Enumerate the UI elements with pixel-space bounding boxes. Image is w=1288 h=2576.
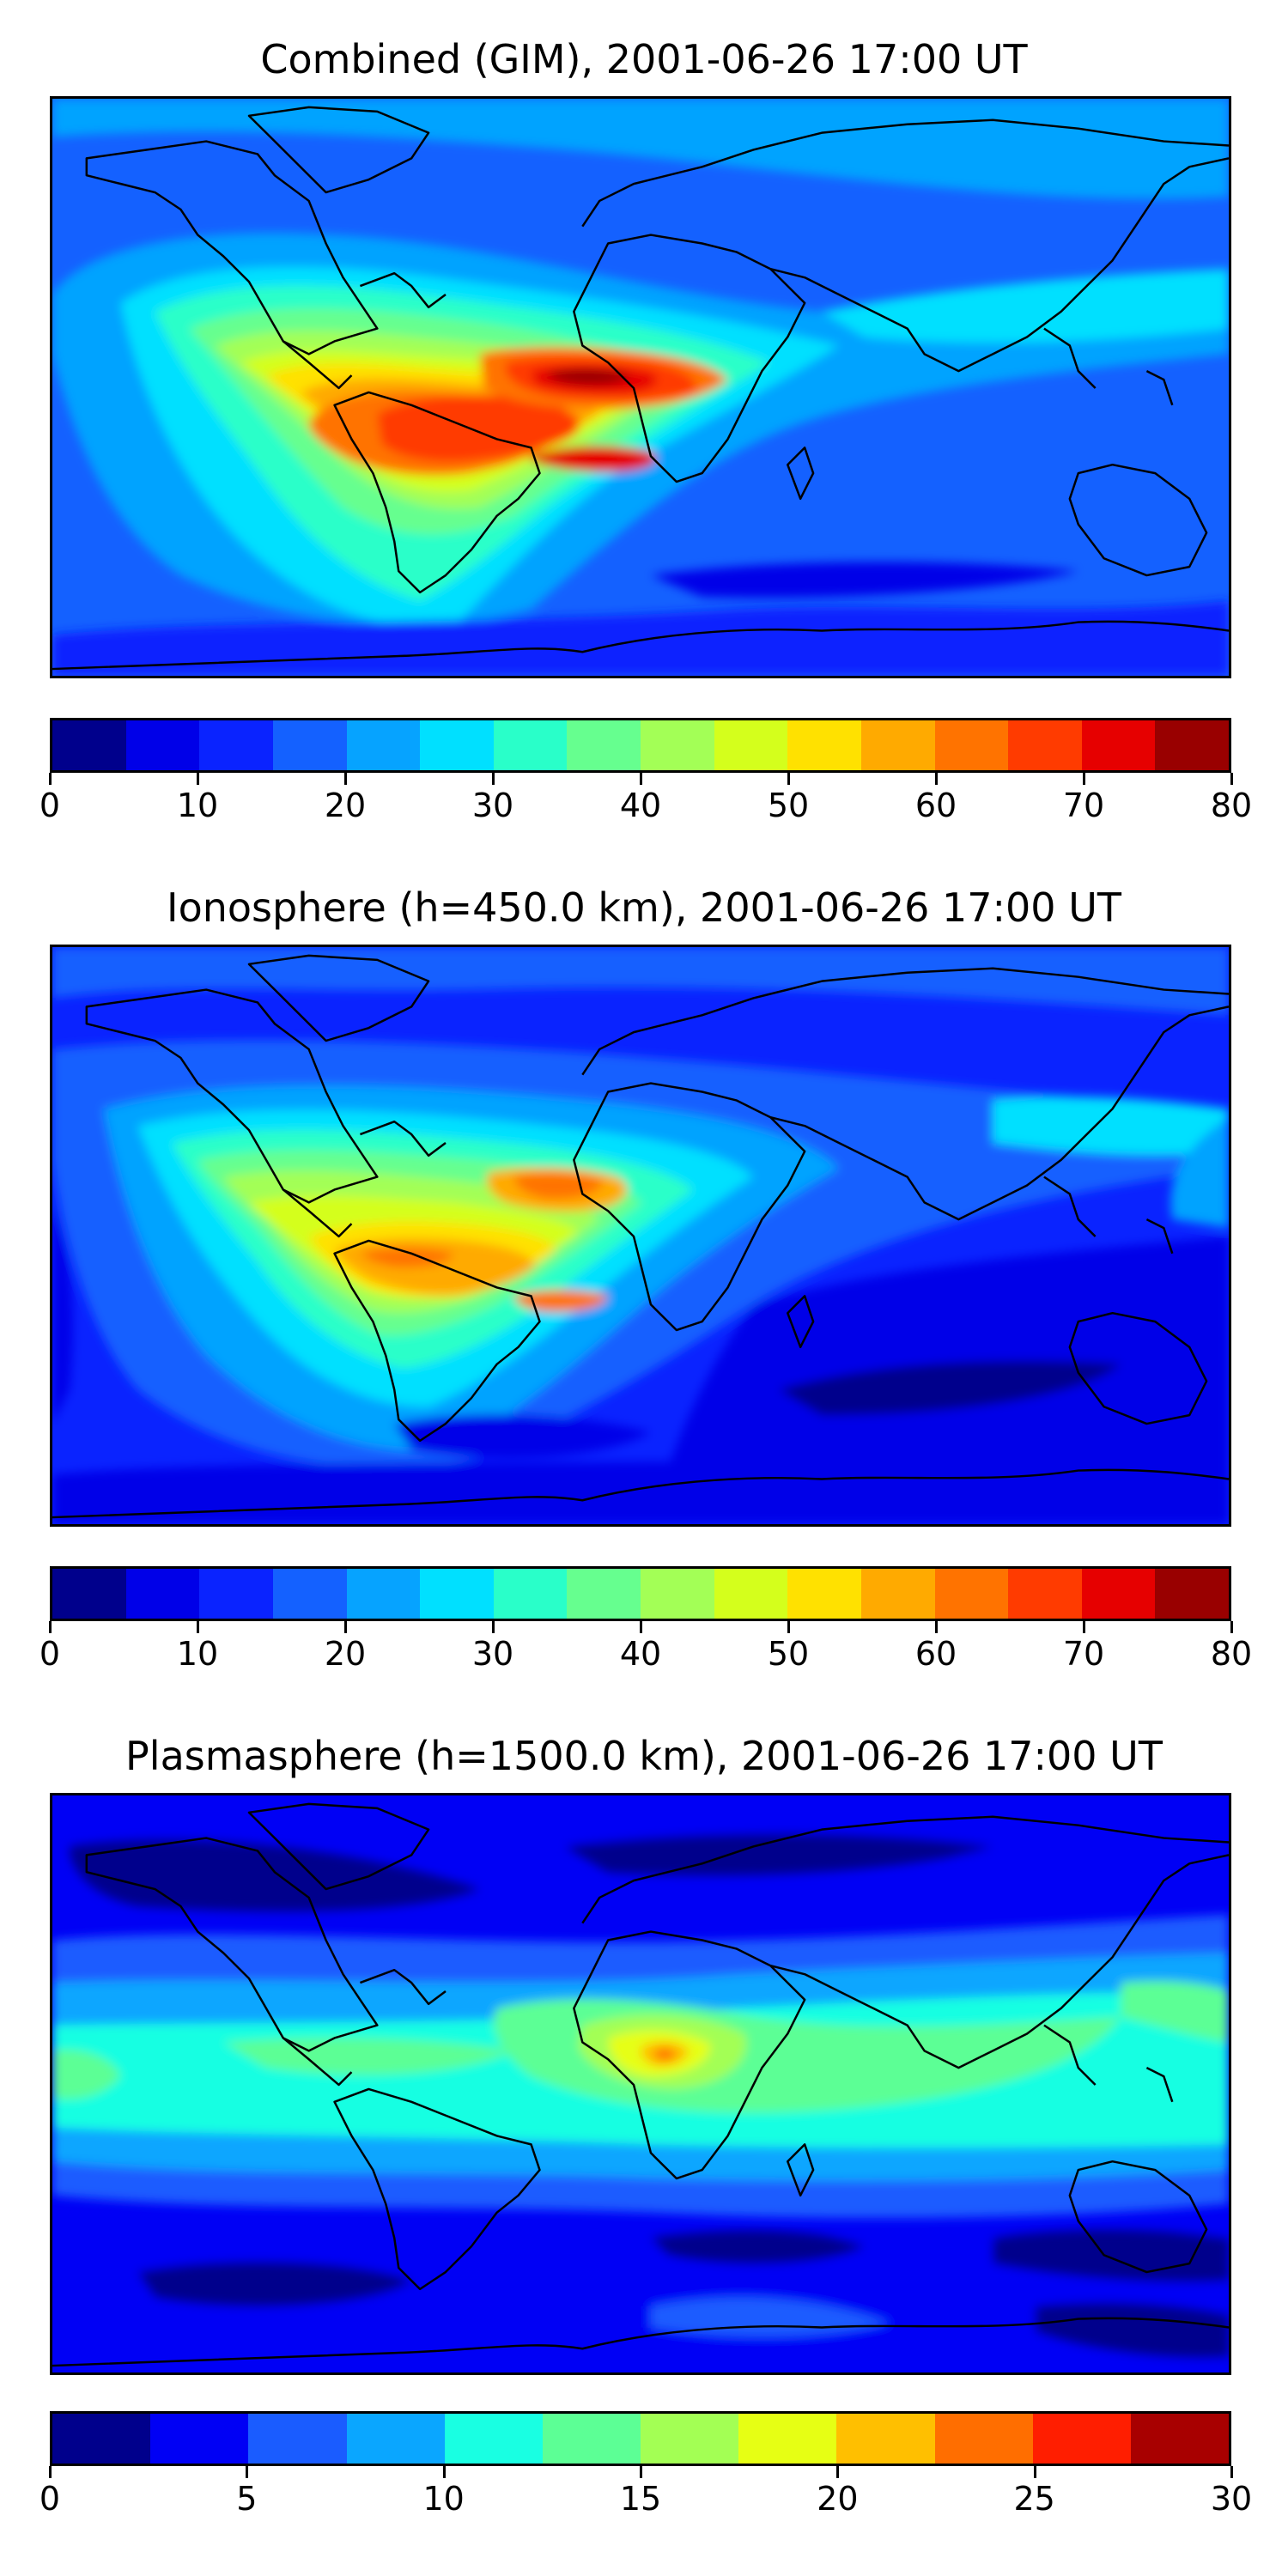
colorbar-swatch	[52, 2414, 151, 2464]
colorbar-swatch	[1008, 720, 1082, 770]
colorbar-tick-label: 70	[1062, 1635, 1105, 1673]
colorbar-swatch	[1032, 2414, 1131, 2464]
colorbar-swatch	[641, 2414, 739, 2464]
colorbar-swatch	[934, 2414, 1033, 2464]
colorbar-swatch	[1130, 2414, 1230, 2464]
colorbar-swatch	[934, 1569, 1009, 1619]
colorbar-swatch	[199, 1569, 273, 1619]
colorbar-tick-label: 25	[1013, 2480, 1055, 2518]
colorbar-swatch	[787, 720, 861, 770]
panel-title: Ionosphere (h=450.0 km), 2001-06-26 17:0…	[167, 884, 1121, 931]
colorbar-tick-label: 30	[471, 787, 514, 824]
colorbar-tick-label: 10	[176, 1635, 219, 1673]
panel-title: Plasmasphere (h=1500.0 km), 2001-06-26 1…	[125, 1733, 1163, 1779]
colorbar-swatch	[641, 720, 714, 770]
colorbar-swatch	[52, 1569, 126, 1619]
colorbar-tick-label: 70	[1062, 787, 1105, 824]
colorbar-swatch	[1155, 1569, 1229, 1619]
colorbar-swatch	[738, 2414, 837, 2464]
tec-map-plasmasphere	[50, 1793, 1231, 2375]
colorbar-tick-label: 5	[236, 2480, 258, 2518]
colorbar-tick-label: 50	[767, 787, 810, 824]
colorbar-tick-label: 40	[619, 787, 662, 824]
colorbar-swatch	[125, 720, 200, 770]
colorbar-swatch	[860, 1569, 935, 1619]
colorbar-tick-label: 10	[176, 787, 219, 824]
colorbar-swatch	[836, 2414, 935, 2464]
colorbar-swatch	[248, 2414, 347, 2464]
colorbar-tick-label: 40	[619, 1635, 662, 1673]
colorbar-ionosphere	[50, 1566, 1231, 1621]
colorbar-tick-label: 80	[1210, 1635, 1253, 1673]
colorbar-tick-label: 20	[817, 2480, 859, 2518]
colorbar-swatch	[641, 1569, 714, 1619]
colorbar-swatch	[787, 1569, 861, 1619]
panel-title: Combined (GIM), 2001-06-26 17:00 UT	[260, 36, 1028, 82]
colorbar-swatch	[493, 1569, 568, 1619]
colorbar-swatch	[714, 1569, 788, 1619]
colorbar-tick-label: 0	[39, 2480, 61, 2518]
colorbar-combined	[50, 718, 1231, 773]
colorbar-tick-label: 0	[39, 1635, 61, 1673]
colorbar-tick-label: 10	[422, 2480, 465, 2518]
colorbar-swatch	[1155, 720, 1229, 770]
colorbar-swatch	[493, 720, 568, 770]
colorbar-swatch	[420, 1569, 494, 1619]
colorbar-swatch	[567, 720, 641, 770]
colorbar-swatch	[714, 720, 788, 770]
colorbar-swatch	[346, 1569, 421, 1619]
colorbar-plasmasphere	[50, 2411, 1231, 2466]
tec-map-combined	[50, 96, 1231, 678]
colorbar-tick-label: 30	[471, 1635, 514, 1673]
colorbar-ticks: 0 10 20 30 40 50 60 70 80	[39, 773, 1252, 824]
colorbar-swatch	[1081, 1569, 1156, 1619]
colorbar-swatch	[150, 2414, 249, 2464]
colorbar-tick-label: 80	[1210, 787, 1253, 824]
colorbar-tick-label: 20	[324, 1635, 367, 1673]
colorbar-swatch	[567, 1569, 641, 1619]
colorbar-ticks: 0 5 10 15 20 25 30	[39, 2466, 1252, 2518]
colorbar-tick-label: 15	[619, 2480, 662, 2518]
colorbar-swatch	[934, 720, 1009, 770]
colorbar-tick-label: 60	[914, 787, 957, 824]
colorbar-swatch	[199, 720, 273, 770]
colorbar-tick-label: 60	[914, 1635, 957, 1673]
colorbar-swatch	[444, 2414, 543, 2464]
colorbar-tick-label: 30	[1210, 2480, 1253, 2518]
colorbar-swatch	[52, 720, 126, 770]
colorbar-swatch	[125, 1569, 200, 1619]
colorbar-swatch	[272, 1569, 347, 1619]
colorbar-tick-label: 50	[767, 1635, 810, 1673]
colorbar-swatch	[860, 720, 935, 770]
colorbar-swatch	[1081, 720, 1156, 770]
colorbar-swatch	[420, 720, 494, 770]
colorbar-swatch	[1008, 1569, 1082, 1619]
colorbar-swatch	[346, 2414, 445, 2464]
colorbar-swatch	[542, 2414, 641, 2464]
colorbar-tick-label: 20	[324, 787, 367, 824]
colorbar-ticks: 0 10 20 30 40 50 60 70 80	[39, 1621, 1252, 1673]
colorbar-swatch	[272, 720, 347, 770]
colorbar-tick-label: 0	[39, 787, 61, 824]
colorbar-swatch	[346, 720, 421, 770]
tec-map-ionosphere	[50, 945, 1231, 1527]
